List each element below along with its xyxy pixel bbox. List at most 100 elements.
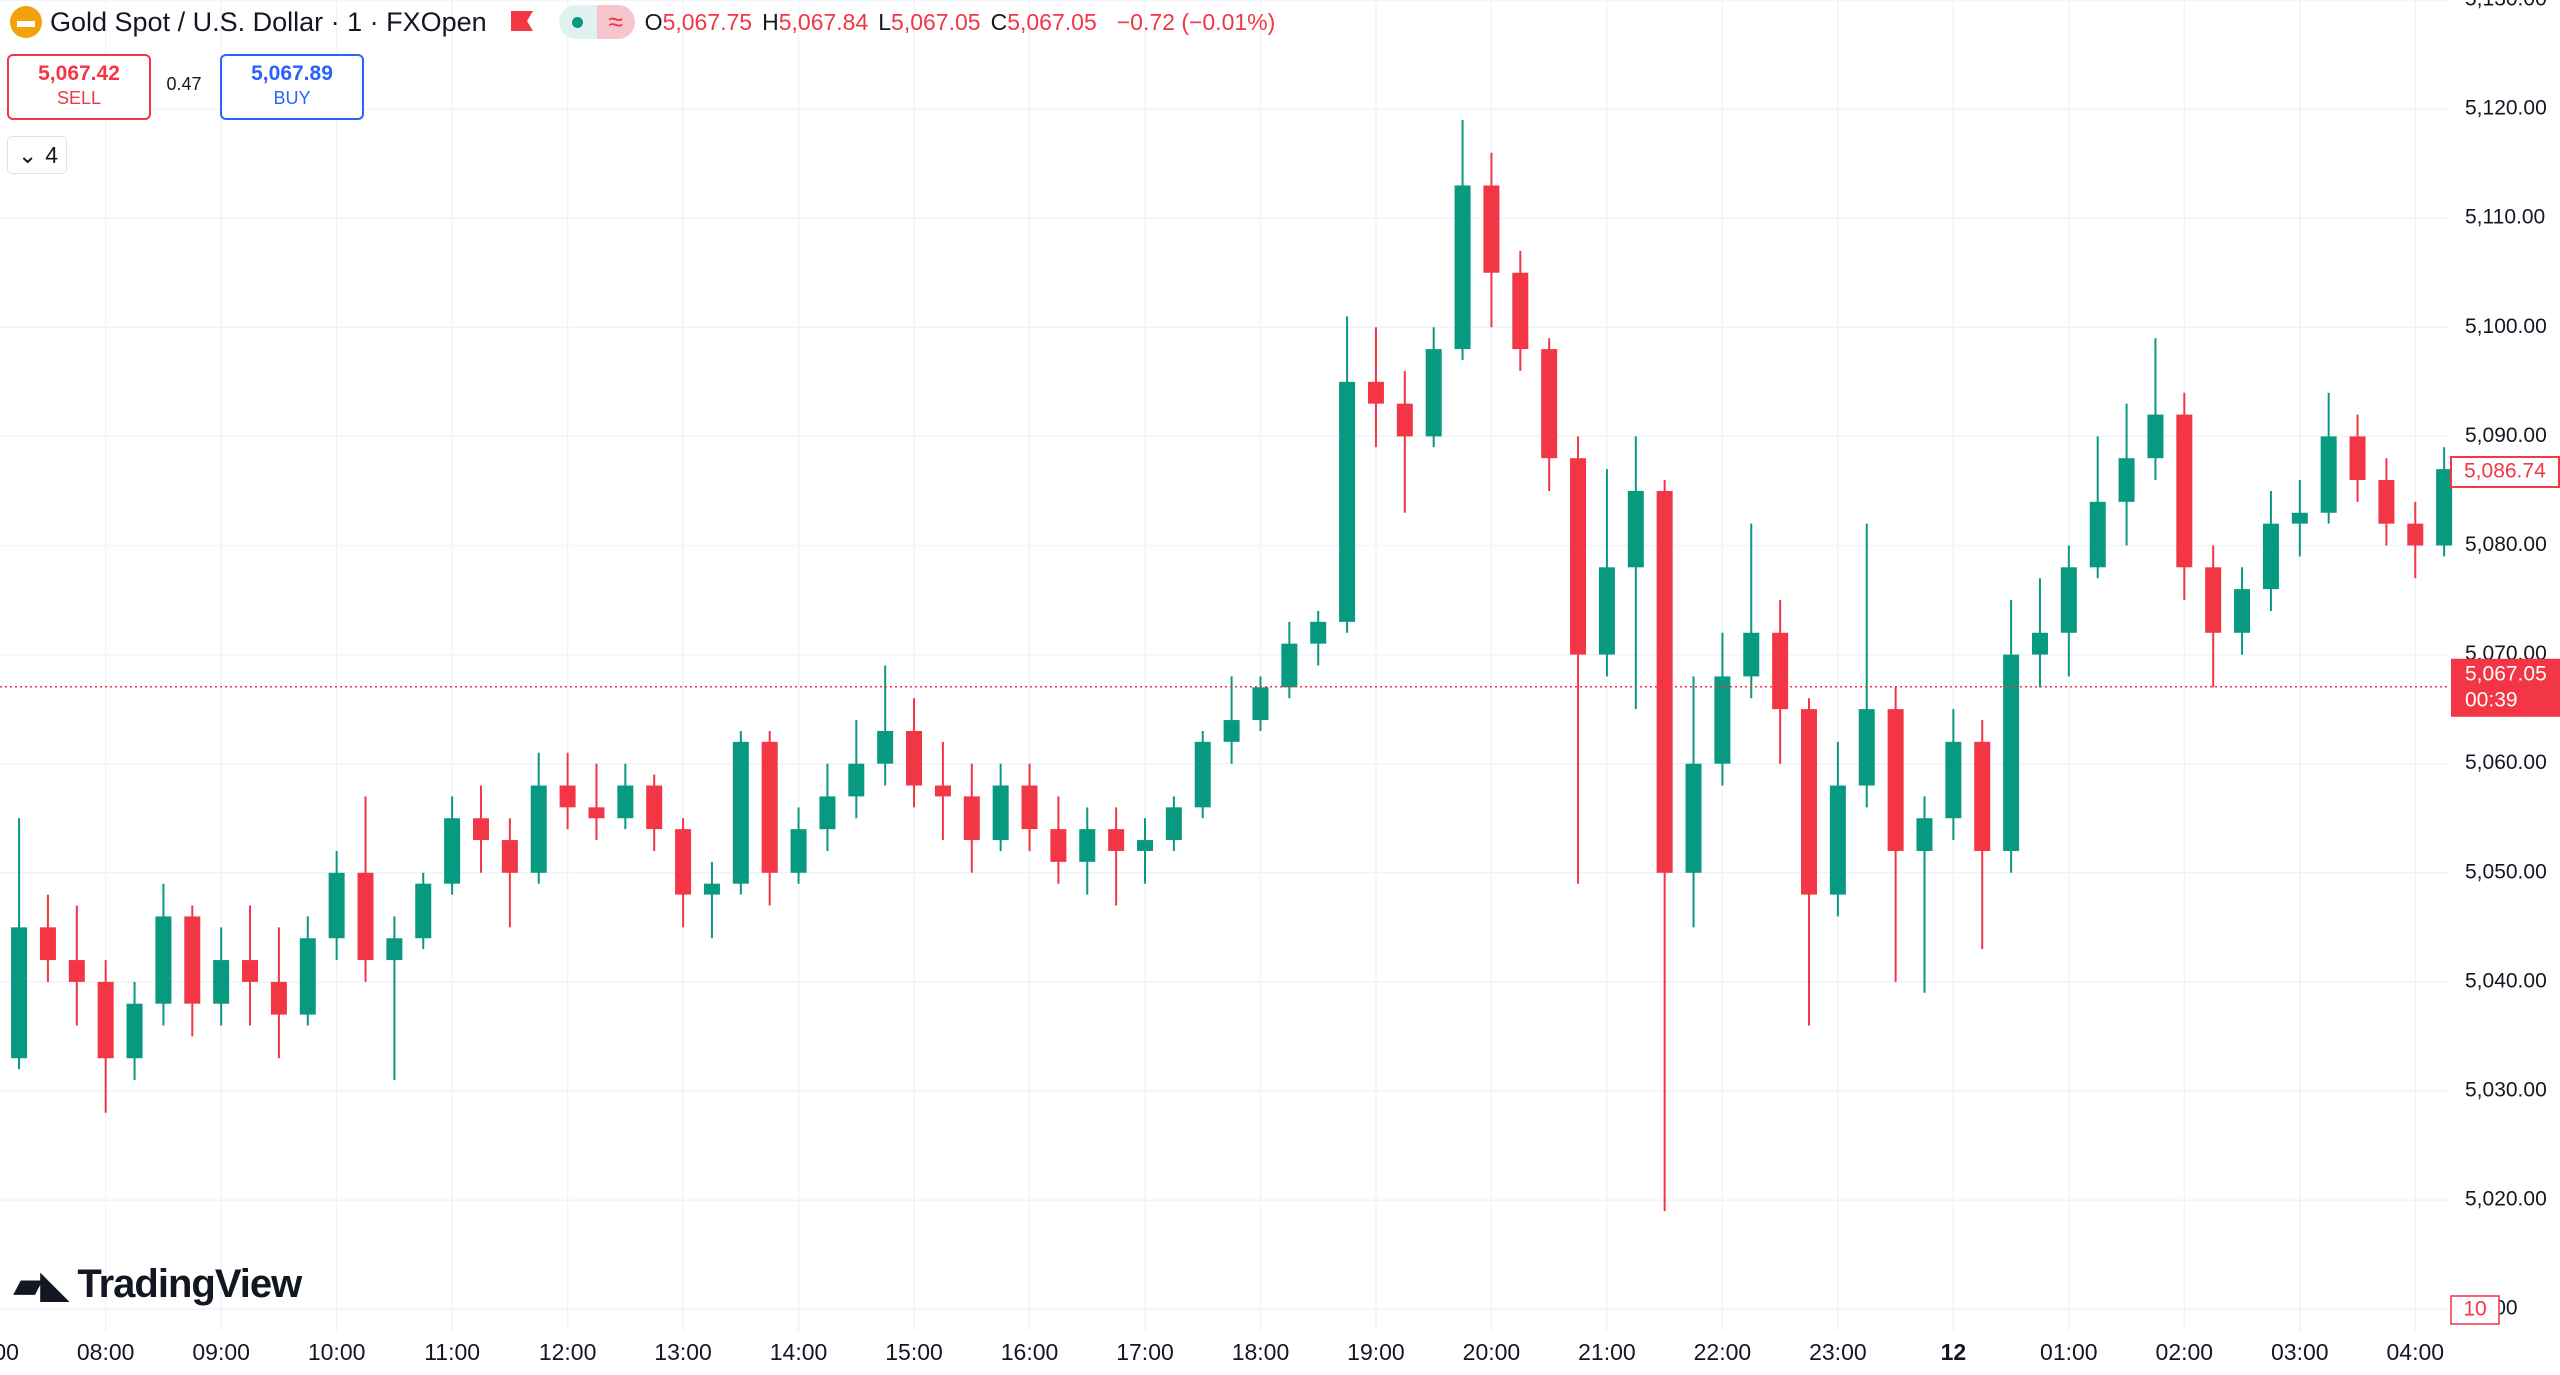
x-tick-label: 16:00 xyxy=(1001,1339,1059,1365)
candle-body xyxy=(2262,523,2279,590)
candle-body xyxy=(877,730,894,764)
candle-body xyxy=(2031,632,2048,655)
candle-body xyxy=(1656,490,1673,873)
candle-body xyxy=(1367,381,1384,404)
candle-body xyxy=(1541,349,1558,459)
candle-body xyxy=(1194,741,1211,808)
candles xyxy=(11,120,2453,1211)
last-price-box xyxy=(2451,658,2560,717)
candle-body xyxy=(1887,709,1904,851)
candle-body xyxy=(2118,458,2135,502)
logo-text: TradingView xyxy=(77,1262,302,1306)
candle-body xyxy=(1829,785,1846,895)
candle-body xyxy=(2060,567,2077,633)
candle-body xyxy=(213,960,230,1004)
candle-body xyxy=(415,883,432,939)
ohlc-key: L xyxy=(878,8,892,35)
candle-body xyxy=(2089,501,2106,568)
volume-label-box xyxy=(2450,1295,2500,1325)
candle-body xyxy=(1570,458,1587,655)
candle-body xyxy=(357,872,374,961)
candle-body xyxy=(588,807,605,819)
symbol-icon xyxy=(10,6,42,38)
candle-body xyxy=(1743,632,1760,677)
x-tick-label: 07:00 xyxy=(0,1339,19,1365)
buy-button[interactable]: 5,067.89 BUY xyxy=(220,54,364,120)
volume-label: 10 xyxy=(2463,1298,2486,1321)
header: Gold Spot / U.S. Dollar · 1 · FXOpen ≈ O… xyxy=(0,0,1275,44)
candle-body xyxy=(155,916,172,1004)
y-tick-label: 5,080.00 xyxy=(2465,533,2547,556)
x-tick-label: 08:00 xyxy=(77,1339,135,1365)
y-tick-label: 5,110.00 xyxy=(2465,206,2545,229)
y-tick-label: 5,030.00 xyxy=(2465,1079,2547,1102)
countdown-label: 00:39 xyxy=(2465,688,2518,711)
x-tick-label: 23:00 xyxy=(1809,1339,1867,1365)
x-tick-label: 11:00 xyxy=(424,1339,480,1365)
y-tick-label: 5,120.00 xyxy=(2465,97,2547,120)
candle-body xyxy=(501,840,518,873)
x-tick-label: 10:00 xyxy=(308,1339,366,1365)
status-toggle[interactable]: ≈ xyxy=(558,5,635,39)
ohlc-value: 5,067.05 xyxy=(891,8,981,35)
indicators-count: 4 xyxy=(45,142,59,168)
buy-label: BUY xyxy=(273,88,311,108)
candle-body xyxy=(2205,567,2222,633)
candle-body xyxy=(1165,807,1182,841)
symbol-title: Gold Spot / U.S. Dollar · 1 · FXOpen xyxy=(50,6,487,37)
x-tick-label: 14:00 xyxy=(770,1339,828,1365)
candle-body xyxy=(2003,654,2020,851)
x-tick-label: 01:00 xyxy=(2040,1339,2098,1365)
candle-body xyxy=(1512,272,1529,350)
x-tick-label: 19:00 xyxy=(1347,1339,1405,1365)
candle-body xyxy=(270,981,287,1015)
flag-icon[interactable] xyxy=(507,7,537,37)
marker-price-label: 5,086.74 xyxy=(2464,460,2546,483)
grid xyxy=(0,0,2449,1331)
candle-body xyxy=(1396,403,1413,437)
marker-price-box xyxy=(2450,455,2560,488)
candle-body xyxy=(732,741,749,884)
x-tick-label: 04:00 xyxy=(2386,1339,2444,1365)
y-tick-label: 5,060.00 xyxy=(2465,751,2547,774)
buy-price: 5,067.89 xyxy=(251,62,333,85)
candle-body xyxy=(299,938,316,1015)
candle-body xyxy=(1974,741,1991,851)
candle-body xyxy=(617,785,634,819)
ohlc-value: 5,067.05 xyxy=(1007,8,1097,35)
x-tick-label: 03:00 xyxy=(2271,1339,2329,1365)
indicators-toggle[interactable]: ⌄ 4 xyxy=(7,136,67,174)
candle-body xyxy=(703,883,720,895)
ohlc-key: O xyxy=(644,8,663,35)
y-tick-label: 5,020.00 xyxy=(2465,1188,2547,1211)
candle-body xyxy=(2436,469,2453,546)
candle-body xyxy=(1021,785,1038,830)
candle-body xyxy=(934,785,951,797)
candle-body xyxy=(1310,621,1327,644)
spread: 0.47 xyxy=(166,74,202,94)
status-icon: ≈ xyxy=(596,5,635,39)
candle-body xyxy=(68,960,85,982)
x-tick-label: 20:00 xyxy=(1463,1339,1521,1365)
candle-body xyxy=(386,938,403,961)
candle-body xyxy=(444,818,461,884)
ohlc-value: 5,067.75 xyxy=(662,8,753,35)
candle-body xyxy=(1627,490,1644,568)
ohlc: O5,067.75 H5,067.84 L5,067.05 C5,067.05 xyxy=(645,9,1107,36)
candle-body xyxy=(1598,567,1615,655)
candle-body xyxy=(1137,840,1153,851)
x-tick-label: 21:00 xyxy=(1578,1339,1636,1365)
candle-body xyxy=(1223,720,1240,742)
sell-button[interactable]: 5,067.42 SELL xyxy=(7,54,151,120)
candle-body xyxy=(2320,436,2337,513)
candle-body xyxy=(1108,829,1125,851)
candle-body xyxy=(1483,185,1500,273)
candle-body xyxy=(906,730,923,786)
sell-price: 5,067.42 xyxy=(38,62,120,85)
candle-body xyxy=(2378,480,2395,524)
candle-body xyxy=(39,927,56,961)
y-tick-label: 5,050.00 xyxy=(2465,860,2547,883)
